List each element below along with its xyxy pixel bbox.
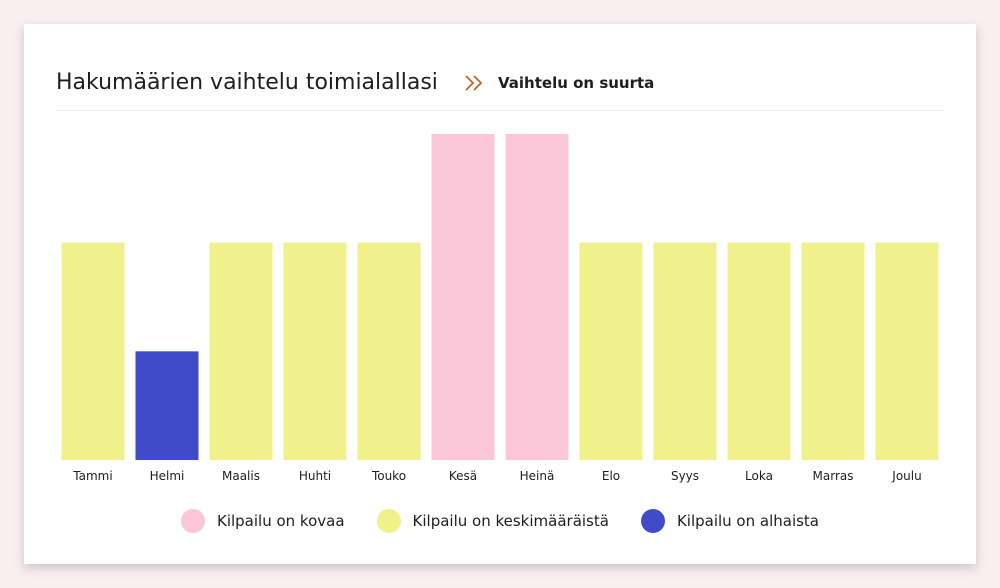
x-tick-label: Heinä <box>520 469 555 483</box>
bar-huhti <box>283 242 347 460</box>
chart-title: Hakumäärien vaihtelu toimialallasi <box>56 70 438 95</box>
bar-loka <box>727 242 791 460</box>
bar-chart-svg: Tammi Helmi Maalis Huhti Touko Kesä Heinä Elo Sy… <box>61 134 939 483</box>
chart-header: Hakumäärien vaihtelu toimialallasi Vaiht… <box>56 68 944 111</box>
legend-label: Kilpailu on kovaa <box>216 512 345 530</box>
x-tick-label: Tammi <box>72 469 112 483</box>
x-tick-label: Maalis <box>222 469 260 483</box>
bar-tammi <box>61 242 125 460</box>
bar-joulu <box>875 242 939 460</box>
chart-card: Hakumäärien vaihtelu toimialallasi Vaiht… <box>24 24 976 564</box>
legend-swatch <box>640 509 665 533</box>
legend-label: Kilpailu on keskimääräistä <box>412 512 609 530</box>
bar-chart: Tammi Helmi Maalis Huhti Touko Kesä Heinä Elo Sy… <box>56 134 944 514</box>
bar-elo <box>579 242 643 460</box>
x-tick-label: Elo <box>602 469 620 483</box>
x-tick-label: Loka <box>745 469 773 483</box>
bar-kesä <box>431 134 495 460</box>
x-tick-label: Kesä <box>449 469 477 483</box>
bar-touko <box>357 242 421 460</box>
double-chevron-right-icon <box>464 74 484 92</box>
x-tick-label: Huhti <box>299 469 331 483</box>
chart-subtitle: Vaihtelu on suurta <box>498 74 655 92</box>
x-tick-label: Marras <box>813 469 854 483</box>
legend-item-mid: Kilpailu on keskimääräistä <box>376 509 609 533</box>
legend-item-high: Kilpailu on kovaa <box>180 509 345 533</box>
legend-swatch <box>376 509 401 533</box>
bar-heinä <box>505 134 569 460</box>
x-tick-label: Touko <box>371 469 406 483</box>
bar-maalis <box>209 242 273 460</box>
bar-helmi <box>135 351 199 460</box>
legend-swatch <box>180 509 205 533</box>
bar-syys <box>653 242 717 460</box>
x-tick-label: Helmi <box>150 469 185 483</box>
x-tick-label: Syys <box>671 469 699 483</box>
legend-item-low: Kilpailu on alhaista <box>640 509 819 533</box>
chart-legend: Kilpailu on kovaa Kilpailu on keskimääräi… <box>24 506 976 536</box>
bar-marras <box>801 242 865 460</box>
legend-label: Kilpailu on alhaista <box>676 512 819 530</box>
x-tick-label: Joulu <box>891 469 921 483</box>
